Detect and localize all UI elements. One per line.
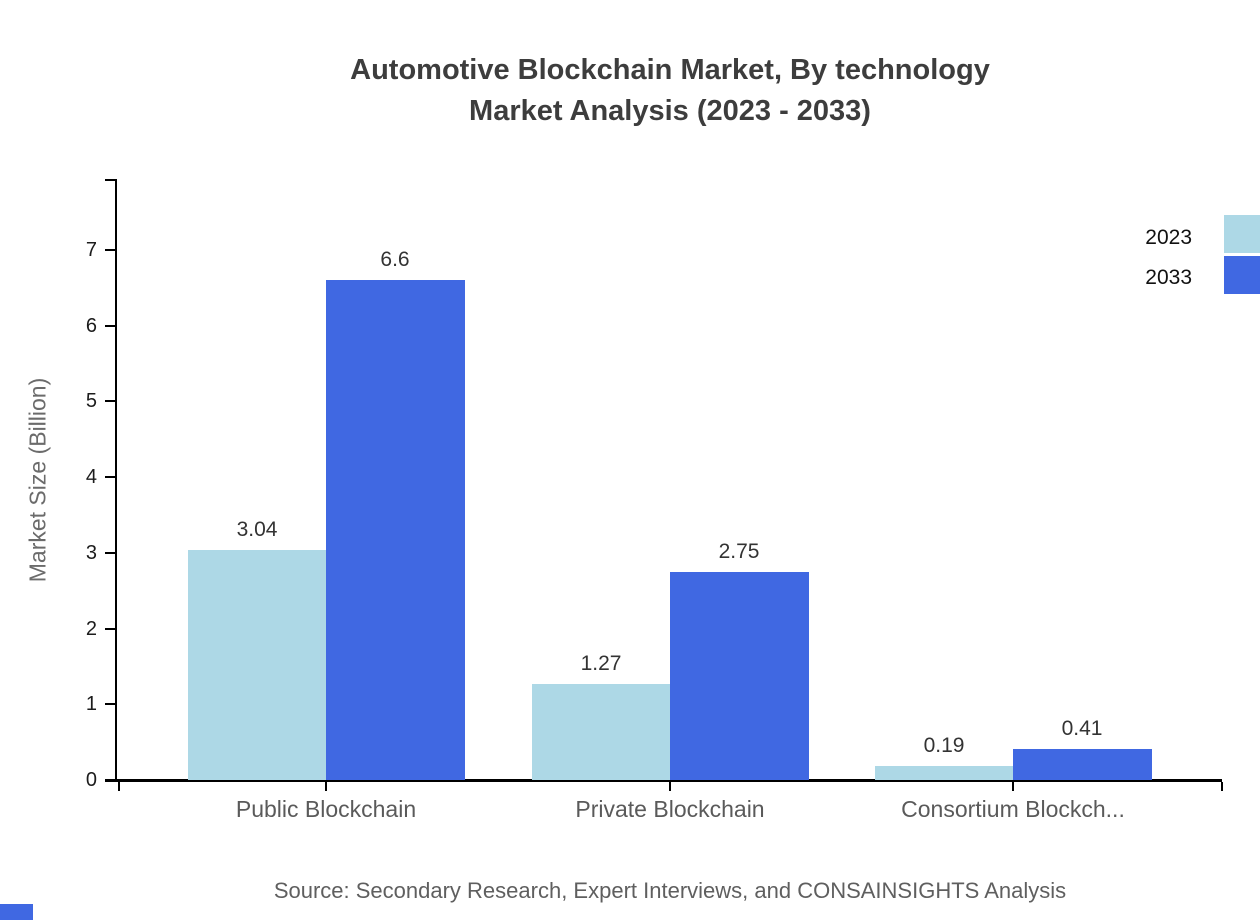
category-label-2: Private Blockchain <box>575 796 765 822</box>
y-tick-label: 2 <box>85 617 97 640</box>
y-tick-label: 3 <box>85 541 97 564</box>
y-tick-mark <box>105 249 117 252</box>
x-tick-mark <box>1012 782 1014 791</box>
y-tick-mark <box>105 400 117 403</box>
bar-2033-1 <box>326 280 465 780</box>
legend-label-2023: 2023 <box>1145 226 1192 249</box>
legend-label-2033: 2033 <box>1145 266 1192 289</box>
brand-watermark <box>0 904 33 920</box>
bar-2023-2 <box>532 683 670 780</box>
category-label-3: Consortium Blockch... <box>901 796 1125 822</box>
bar-2033-3 <box>1013 748 1152 780</box>
source-note: Source: Secondary Research, Expert Inter… <box>273 878 1067 903</box>
x-tick-mark <box>669 782 671 791</box>
value-label-2033-3: 0.41 <box>1061 716 1103 740</box>
chart-title-line1: Automotive Blockchain Market, By technol… <box>350 54 990 86</box>
y-tick-mark <box>105 476 117 479</box>
y-tick-mark <box>105 703 117 706</box>
x-axis-line <box>105 779 1222 782</box>
y-tick-mark <box>105 551 117 554</box>
legend-swatch-2033 <box>1224 256 1260 294</box>
y-tick-mark <box>105 627 117 630</box>
legend-swatch-2023 <box>1224 215 1260 253</box>
chart-title-line2: Market Analysis (2023 - 2033) <box>469 95 871 127</box>
y-tick-label: 0 <box>85 769 97 791</box>
bar-2023-3 <box>875 765 1013 780</box>
value-label-2033-2: 2.75 <box>718 539 760 563</box>
bar-2033-2 <box>670 571 809 780</box>
value-label-2023-3: 0.19 <box>923 733 965 757</box>
value-label-2023-1: 3.04 <box>236 517 278 541</box>
y-tick-label: 4 <box>85 466 97 489</box>
x-tick-mark <box>1221 782 1223 791</box>
x-tick-mark <box>325 782 327 791</box>
y-tick-mark <box>105 324 117 327</box>
y-tick-label: 5 <box>85 390 97 413</box>
y-tick-label: 1 <box>85 693 97 716</box>
y-axis-line <box>115 180 117 782</box>
category-label-1: Public Blockchain <box>235 796 417 822</box>
y-tick-label: 7 <box>85 239 97 262</box>
y-tick-label: 6 <box>85 314 97 337</box>
y-axis-end-cap <box>105 179 117 181</box>
chart-title: Automotive Blockchain Market, By technol… <box>40 50 1260 132</box>
x-tick-mark <box>118 782 120 791</box>
value-label-2023-2: 1.27 <box>580 651 622 675</box>
value-label-2033-1: 6.6 <box>380 248 410 272</box>
bar-2023-1 <box>188 549 326 780</box>
